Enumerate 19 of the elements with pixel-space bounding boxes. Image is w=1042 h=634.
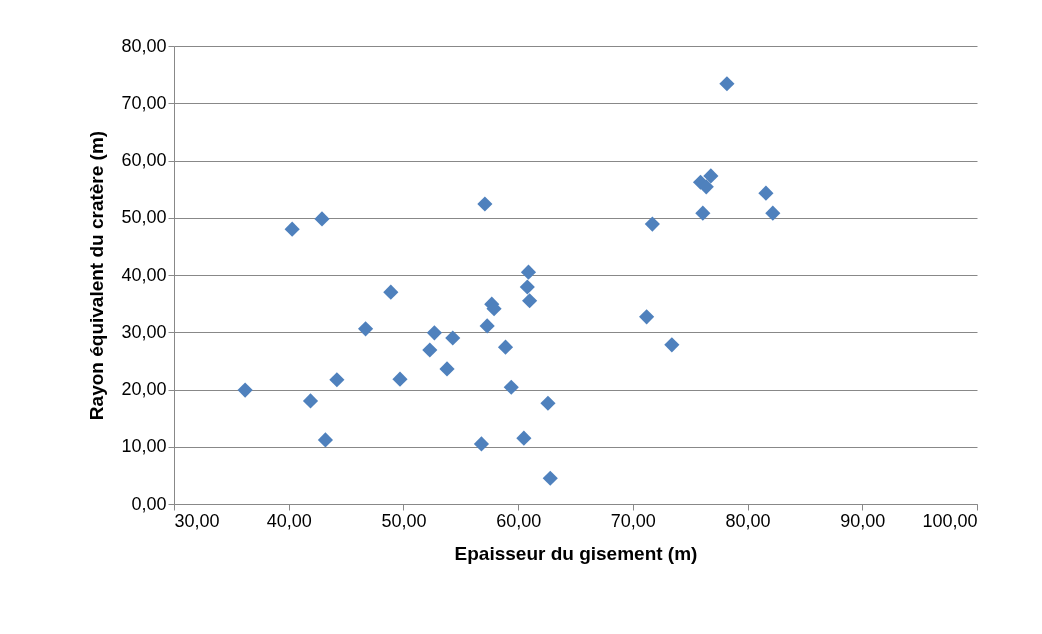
y-tick-label: 80,00 [121, 35, 167, 56]
y-tick-label: 60,00 [121, 150, 167, 170]
x-tick-label: 40,00 [266, 510, 312, 531]
y-axis-title: Rayon équivalent du cratère (m) [86, 130, 108, 421]
y-tick-label: 30,00 [121, 321, 167, 342]
y-tick-label: 20,00 [121, 379, 167, 399]
x-tick-label: 90,00 [840, 510, 886, 531]
x-tick-label: 60,00 [496, 510, 542, 531]
x-tick-label: 70,00 [610, 510, 656, 531]
x-tick-label: 30,00 [174, 510, 220, 531]
y-tick-label: 0,00 [131, 493, 167, 514]
y-tick-label: 70,00 [121, 92, 167, 113]
y-tick-label: 50,00 [121, 207, 167, 228]
y-tick-label: 40,00 [121, 264, 167, 285]
x-tick-label: 80,00 [725, 510, 771, 531]
y-tick-label: 10,00 [121, 436, 167, 457]
x-axis-title: Epaisseur du gisement (m) [454, 542, 698, 564]
x-tick-label: 100,00 [922, 510, 978, 531]
x-tick-label: 50,00 [381, 510, 427, 531]
